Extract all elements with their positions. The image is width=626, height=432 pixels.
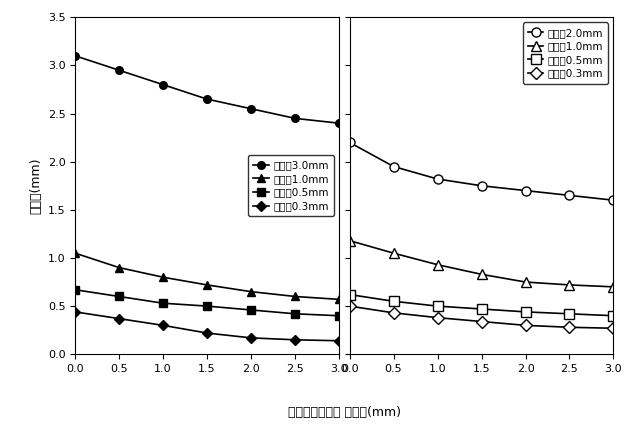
아크릴1.0mm (478, 272, 485, 277)
아크릴0.3mm (566, 325, 573, 330)
아크릴0.3mm (478, 319, 485, 324)
Line: 우레킄0.3mm: 우레킄0.3mm (71, 308, 343, 345)
우레킄1.0mm (160, 275, 167, 280)
아크릴0.5mm (346, 292, 353, 297)
아크릴2.0mm (521, 188, 529, 193)
우레킄1.0mm (203, 283, 211, 288)
아크릴1.0mm (346, 238, 353, 243)
우레킄3.0mm (291, 116, 299, 121)
우레킄1.0mm (115, 265, 123, 270)
아크릴2.0mm (610, 197, 617, 203)
우레킄0.5mm (291, 311, 299, 316)
아크릴0.3mm (390, 310, 398, 315)
아크릴1.0mm (434, 262, 441, 267)
아크릴0.5mm (566, 311, 573, 316)
우레킄3.0mm (115, 68, 123, 73)
우레킄0.3mm (336, 338, 343, 343)
Line: 아크릴0.5mm: 아크릴0.5mm (345, 290, 618, 320)
아크릴2.0mm (478, 183, 485, 188)
Line: 아크릴2.0mm: 아크릴2.0mm (345, 138, 618, 205)
아크릴1.0mm (566, 283, 573, 288)
아크릴1.0mm (610, 284, 617, 289)
Line: 아크릴1.0mm: 아크릴1.0mm (345, 236, 618, 291)
Y-axis label: 막두께(mm): 막두께(mm) (29, 158, 42, 214)
우레킄0.5mm (203, 304, 211, 309)
Text: 바탕모르타르의 균열폭(mm): 바탕모르타르의 균열폭(mm) (288, 406, 401, 419)
아크릴0.3mm (346, 304, 353, 309)
Line: 아크릴0.3mm: 아크릴0.3mm (345, 302, 618, 333)
우레킄0.5mm (160, 301, 167, 306)
우레킄0.3mm (115, 316, 123, 321)
아크릴2.0mm (346, 140, 353, 145)
아크릴0.5mm (610, 313, 617, 318)
우레킄0.5mm (115, 294, 123, 299)
우레킄0.3mm (71, 309, 79, 314)
아크릴0.3mm (434, 315, 441, 320)
아크릴2.0mm (566, 193, 573, 198)
아크릴0.5mm (478, 306, 485, 311)
우레킄0.5mm (336, 313, 343, 318)
아크릴0.3mm (521, 323, 529, 328)
우레킄3.0mm (160, 82, 167, 87)
Line: 우레킄0.5mm: 우레킄0.5mm (71, 286, 343, 320)
Line: 우레킄1.0mm: 우레킄1.0mm (71, 249, 343, 303)
아크릴0.5mm (390, 299, 398, 304)
우레킄1.0mm (247, 289, 255, 294)
아크릴0.3mm (610, 326, 617, 331)
우레킄3.0mm (247, 106, 255, 111)
아크릴1.0mm (521, 280, 529, 285)
우레킄0.3mm (291, 337, 299, 343)
우레킄3.0mm (336, 121, 343, 126)
아크릴0.5mm (521, 309, 529, 314)
우레킄3.0mm (71, 53, 79, 58)
아크릴2.0mm (390, 164, 398, 169)
우레킄1.0mm (71, 251, 79, 256)
우레킄0.3mm (247, 335, 255, 340)
우레킄1.0mm (291, 294, 299, 299)
우레킄0.5mm (247, 307, 255, 312)
우레킄1.0mm (336, 297, 343, 302)
Legend: 우레킄3.0mm, 우레킄1.0mm, 우레킄0.5mm, 우레킄0.3mm: 우레킄3.0mm, 우레킄1.0mm, 우레킄0.5mm, 우레킄0.3mm (248, 155, 334, 216)
우레킄0.5mm (71, 287, 79, 292)
우레킄0.3mm (203, 330, 211, 336)
아크릴0.5mm (434, 304, 441, 309)
우레킄0.3mm (160, 323, 167, 328)
Line: 우레킄3.0mm: 우레킄3.0mm (71, 52, 343, 127)
Legend: 아크릴2.0mm, 아크릴1.0mm, 아크릴0.5mm, 아크릴0.3mm: 아크릴2.0mm, 아크릴1.0mm, 아크릴0.5mm, 아크릴0.3mm (523, 22, 608, 84)
우레킄3.0mm (203, 96, 211, 102)
아크릴2.0mm (434, 176, 441, 181)
아크릴1.0mm (390, 251, 398, 256)
